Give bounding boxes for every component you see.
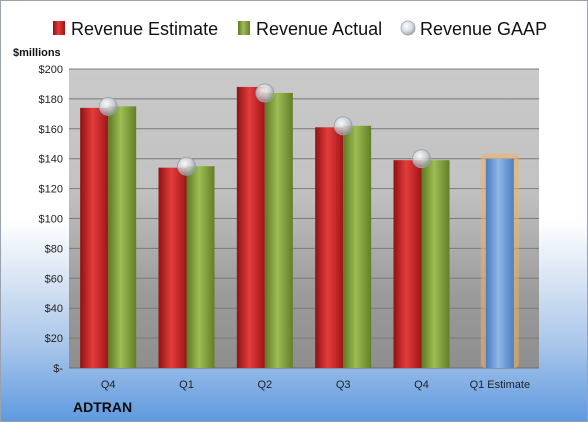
- company-name: ADTRAN: [73, 399, 133, 415]
- estimate-bar: [80, 107, 109, 369]
- y-axis-unit-label: $millions: [13, 47, 61, 59]
- estimate-bar: [236, 86, 265, 368]
- x-tick-label: Q3: [336, 379, 351, 391]
- legend-label-gaap: Revenue GAAP: [420, 19, 547, 39]
- gaap-marker: [255, 83, 275, 103]
- bars: [80, 86, 519, 369]
- y-tick-label: $80: [45, 243, 63, 255]
- forecast-bar: [485, 158, 514, 368]
- x-tick-label: Q4: [101, 379, 116, 391]
- legend-swatch-gaap: [400, 20, 416, 36]
- estimate-bar: [315, 127, 344, 369]
- actual-bar: [343, 125, 372, 368]
- y-tick-label: $200: [39, 64, 63, 76]
- y-tick-label: $20: [45, 333, 63, 345]
- x-axis-ticks: Q4 Q1 Q2 Q3 Q4 Q1 Estimate: [101, 379, 530, 391]
- y-tick-label: $120: [39, 184, 63, 196]
- y-tick-label: $100: [39, 214, 63, 226]
- actual-bar: [108, 106, 137, 368]
- gaap-marker: [98, 96, 118, 116]
- actual-bar: [264, 92, 293, 369]
- y-tick-label: $60: [45, 273, 63, 285]
- y-tick-label: $180: [39, 94, 63, 106]
- y-axis-ticks: $- $20 $40 $60 $80 $100 $120 $140 $160 $180 $200: [39, 64, 64, 375]
- y-tick-label: $140: [39, 154, 63, 166]
- gaap-marker: [412, 149, 431, 169]
- y-tick-label: $40: [45, 303, 63, 315]
- x-tick-label: Q1 Estimate: [470, 379, 531, 391]
- estimate-bar: [158, 167, 187, 368]
- gridlines: [69, 68, 539, 369]
- y-tick-label: $160: [39, 124, 63, 136]
- x-tick-label: Q4: [414, 379, 429, 391]
- gaap-markers: [98, 83, 431, 176]
- gaap-marker: [177, 156, 196, 176]
- legend-swatch-estimate: [53, 21, 65, 35]
- estimate-bar: [393, 160, 422, 368]
- legend-label-estimate: Revenue Estimate: [71, 19, 218, 39]
- legend: Revenue Estimate Revenue Actual Revenue …: [53, 19, 547, 39]
- legend-label-actual: Revenue Actual: [256, 19, 382, 39]
- x-tick-label: Q2: [257, 379, 272, 391]
- actual-bar: [186, 166, 215, 368]
- y-tick-label: $-: [53, 363, 63, 375]
- legend-swatch-actual: [238, 21, 250, 35]
- gaap-marker: [333, 116, 353, 136]
- x-tick-label: Q1: [179, 379, 194, 391]
- actual-bar: [421, 160, 450, 368]
